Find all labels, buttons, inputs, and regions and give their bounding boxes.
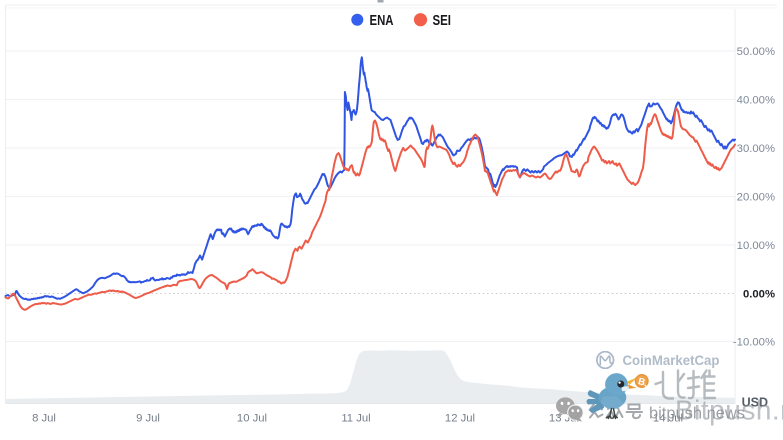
svg-text:-10.00%: -10.00% <box>733 337 775 349</box>
svg-text:30.00%: 30.00% <box>737 143 775 155</box>
svg-text:ENA: ENA <box>370 13 394 29</box>
svg-text:SEI: SEI <box>433 13 452 29</box>
svg-text:40.00%: 40.00% <box>737 95 775 107</box>
svg-text:14 Jul: 14 Jul <box>653 413 683 425</box>
svg-text:8 Jul: 8 Jul <box>32 413 56 425</box>
svg-text:11 Jul: 11 Jul <box>341 413 370 425</box>
svg-text:10 Jul: 10 Jul <box>237 413 267 425</box>
svg-text:B: B <box>637 376 646 388</box>
svg-text:0.00%: 0.00% <box>743 289 775 301</box>
svg-text:50.00%: 50.00% <box>737 46 775 58</box>
svg-text:bitpush news: bitpush news <box>649 404 745 423</box>
svg-text:USD: USD <box>742 396 768 410</box>
svg-text:20.00%: 20.00% <box>737 192 775 204</box>
svg-text:10.00%: 10.00% <box>737 240 775 252</box>
svg-text:12 Jul: 12 Jul <box>445 413 475 425</box>
svg-text:9 Jul: 9 Jul <box>136 413 160 425</box>
svg-text:Bitpush.news: Bitpush.news <box>675 395 783 426</box>
svg-text:CoinMarketCap: CoinMarketCap <box>623 353 720 368</box>
